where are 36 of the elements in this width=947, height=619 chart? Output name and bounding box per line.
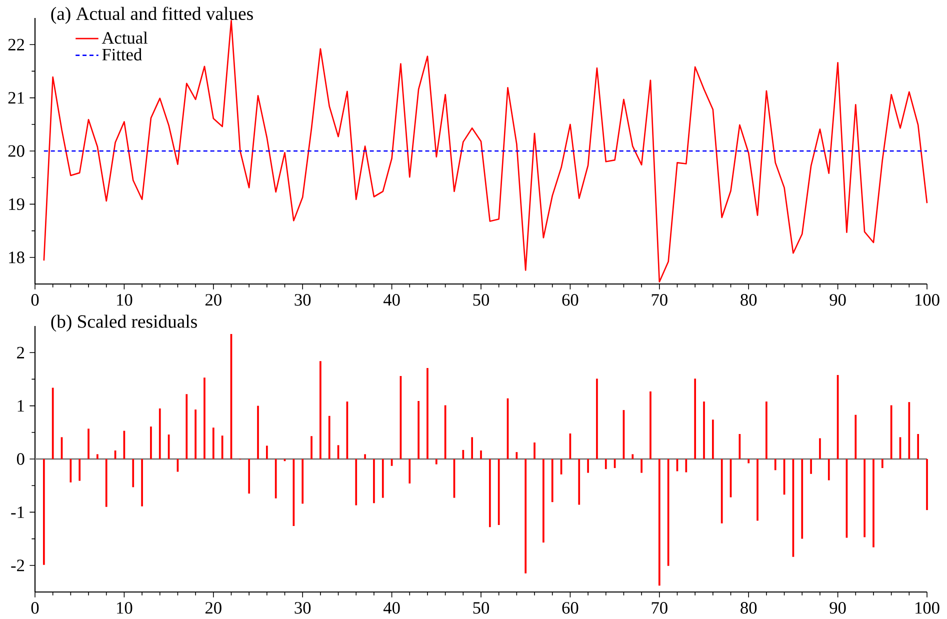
- legend-label: Actual: [102, 32, 148, 44]
- x-tick-label: 30: [294, 602, 311, 614]
- y-tick-label: 2: [17, 346, 24, 358]
- x-tick-label: 70: [652, 294, 668, 306]
- x-tick-label: 30: [294, 294, 311, 306]
- x-tick-label: 100: [916, 294, 940, 306]
- y-tick-label: -2: [11, 560, 24, 572]
- y-tick-label: 0: [16, 453, 24, 465]
- x-tick-label: 70: [652, 602, 668, 614]
- x-tick-label: 90: [830, 294, 846, 306]
- chart-title: (a) Actual and fitted values: [51, 6, 253, 24]
- x-tick-label: 60: [562, 602, 578, 614]
- y-tick-label: 21: [8, 92, 24, 104]
- x-tick-label: 100: [916, 602, 940, 614]
- x-tick-label: 50: [473, 294, 490, 306]
- x-tick-label: 80: [740, 602, 757, 614]
- y-tick-label: 18: [9, 252, 24, 264]
- x-tick-label: 60: [562, 294, 578, 306]
- y-tick-label: -1: [11, 506, 24, 518]
- y-tick-label: 19: [9, 198, 24, 210]
- x-tick-label: 0: [31, 294, 39, 306]
- x-tick-label: 20: [205, 294, 222, 306]
- legend-label: Fitted: [102, 48, 142, 60]
- y-tick-label: 22: [8, 38, 24, 50]
- x-tick-label: 50: [473, 602, 490, 614]
- x-tick-label: 10: [117, 602, 132, 614]
- chart-title: (b) Scaled residuals: [51, 314, 197, 332]
- x-tick-label: 80: [740, 294, 757, 306]
- x-tick-label: 0: [31, 602, 39, 614]
- x-tick-label: 20: [205, 602, 222, 614]
- y-tick-label: 20: [8, 145, 24, 157]
- x-tick-label: 10: [117, 294, 132, 306]
- x-tick-label: 90: [830, 602, 846, 614]
- x-tick-label: 40: [383, 602, 400, 614]
- y-tick-label: 1: [18, 400, 24, 412]
- x-tick-label: 40: [383, 294, 400, 306]
